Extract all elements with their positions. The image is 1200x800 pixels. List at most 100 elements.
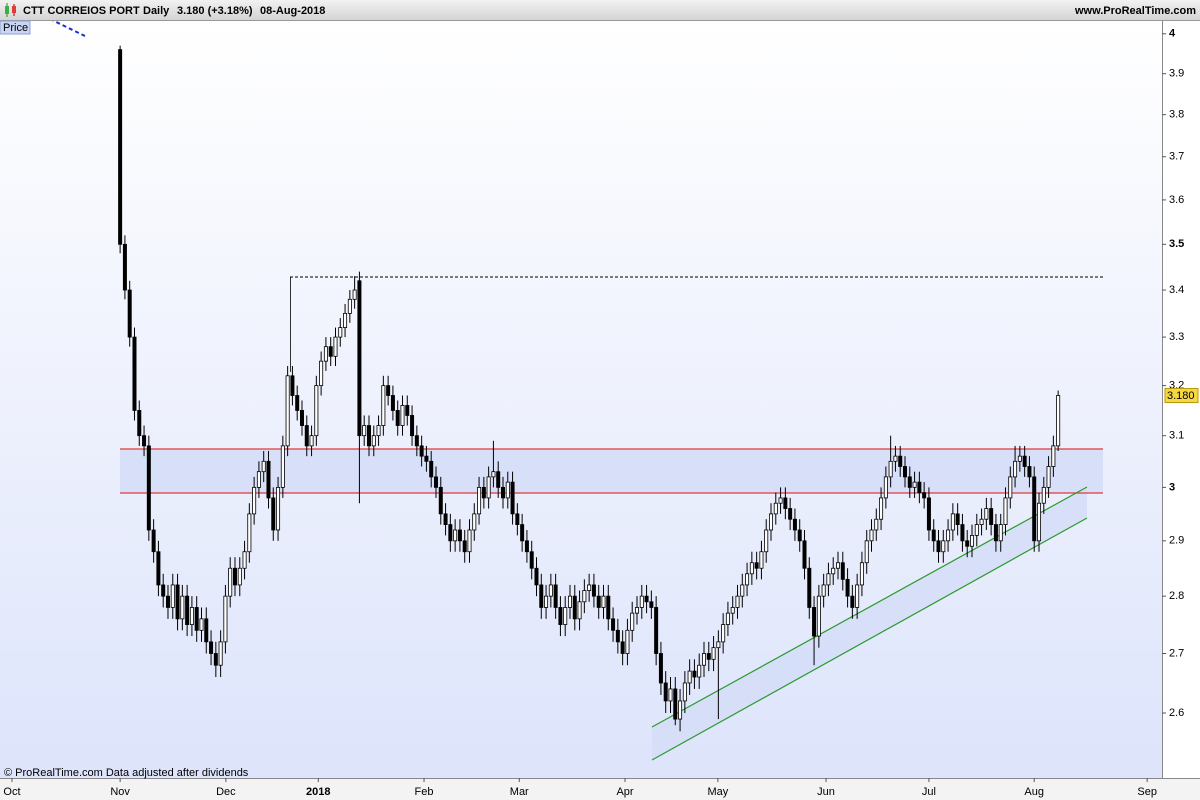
last-price-box bbox=[1164, 388, 1199, 404]
candle-body bbox=[438, 486, 443, 515]
candle-body bbox=[429, 460, 434, 478]
candle-body bbox=[898, 455, 903, 467]
candle-body bbox=[835, 562, 840, 569]
candle-body bbox=[218, 641, 223, 666]
candle-body bbox=[290, 375, 295, 396]
x-tick-label: 2018 bbox=[306, 786, 330, 798]
candle-body bbox=[697, 664, 702, 678]
candle-body bbox=[213, 653, 218, 666]
candle-body bbox=[529, 551, 534, 569]
candle-body bbox=[591, 584, 596, 597]
candle-body bbox=[343, 312, 348, 328]
candle-body bbox=[266, 460, 271, 499]
candle-body bbox=[812, 607, 817, 637]
candle-body bbox=[701, 653, 706, 666]
candle-body bbox=[802, 540, 807, 569]
x-tick-label: May bbox=[707, 786, 728, 798]
candle-body bbox=[725, 612, 730, 625]
y-tick-label: 3.8 bbox=[1169, 109, 1184, 121]
symbol: CTT CORREIOS PORT bbox=[23, 5, 140, 17]
candle-body bbox=[792, 518, 797, 531]
candle-body bbox=[366, 425, 371, 447]
candle-body bbox=[903, 466, 908, 478]
candle-body bbox=[711, 647, 716, 660]
candle-body bbox=[783, 497, 788, 509]
candle-body bbox=[993, 524, 998, 542]
candle-body bbox=[577, 601, 582, 620]
candle-body bbox=[1027, 466, 1032, 478]
y-tick-label: 3.7 bbox=[1169, 151, 1184, 163]
candle-body bbox=[1037, 502, 1042, 542]
candle-body bbox=[453, 529, 458, 542]
candle-body bbox=[232, 567, 237, 586]
candle-body bbox=[965, 540, 970, 547]
candle-body bbox=[400, 405, 405, 426]
y-tick-label: 3.3 bbox=[1169, 331, 1184, 343]
candle-body bbox=[405, 405, 410, 416]
candle-body bbox=[165, 595, 170, 608]
candles bbox=[118, 45, 1061, 732]
candle-body bbox=[687, 670, 692, 684]
last-change: 3.180 (+3.18%) bbox=[177, 5, 253, 17]
candle-body bbox=[376, 425, 381, 437]
candle-body bbox=[1008, 476, 1013, 499]
x-tick-label: Mar bbox=[510, 786, 529, 798]
header-bar bbox=[0, 0, 1200, 20]
candle-body bbox=[821, 584, 826, 597]
candle-body bbox=[319, 360, 324, 387]
candle-body bbox=[462, 540, 467, 553]
symbol-icon bbox=[5, 3, 16, 17]
candle-body bbox=[520, 524, 525, 542]
candle-body bbox=[1003, 497, 1008, 526]
candle-body bbox=[419, 445, 424, 457]
candle-body bbox=[228, 567, 233, 597]
candle-body bbox=[850, 595, 855, 608]
candle-body bbox=[816, 595, 821, 637]
candle-body bbox=[491, 471, 496, 478]
y-label: Price bbox=[3, 22, 28, 34]
candle-body bbox=[831, 567, 836, 575]
y-tick-label: 2.7 bbox=[1169, 647, 1184, 659]
candle-body bbox=[941, 540, 946, 553]
candle-body bbox=[649, 601, 654, 608]
x-axis-background bbox=[0, 778, 1200, 800]
candle-body bbox=[161, 584, 166, 597]
candle-body bbox=[754, 562, 759, 569]
candle-body bbox=[496, 471, 501, 488]
candle-body bbox=[567, 595, 572, 608]
candle-body bbox=[481, 486, 486, 499]
candle-body bbox=[926, 497, 931, 531]
site: www.ProRealTime.com bbox=[1074, 5, 1196, 17]
candle-body bbox=[634, 607, 639, 614]
candle-body bbox=[338, 327, 343, 338]
y-tick-label: 4 bbox=[1169, 28, 1176, 40]
candle-body bbox=[960, 524, 965, 542]
candle-body bbox=[276, 486, 281, 531]
candle-body bbox=[189, 607, 194, 625]
candle-body bbox=[730, 607, 735, 614]
candle-body bbox=[864, 540, 869, 564]
candle-body bbox=[505, 481, 510, 499]
candle-body bbox=[668, 688, 673, 702]
candle-body bbox=[606, 595, 611, 620]
candle-body bbox=[395, 410, 400, 426]
candle-body bbox=[879, 497, 884, 520]
candle-body bbox=[424, 455, 429, 462]
candle-body bbox=[323, 346, 328, 362]
candle-body bbox=[357, 280, 362, 437]
candle-body bbox=[768, 513, 773, 531]
candle-body bbox=[912, 481, 917, 488]
candle-body bbox=[582, 590, 587, 603]
candle-body bbox=[759, 551, 764, 569]
candle-body bbox=[1032, 476, 1037, 542]
candle-body bbox=[874, 518, 879, 531]
candle-body bbox=[596, 595, 601, 608]
channel-lower bbox=[651, 517, 1088, 761]
y-axis: 2.62.72.82.933.13.23.33.43.53.63.73.83.9… bbox=[1162, 28, 1199, 719]
candle-body bbox=[888, 460, 893, 478]
candle-body bbox=[778, 497, 783, 504]
candle-body bbox=[630, 612, 635, 631]
x-tick-label: Aug bbox=[1024, 786, 1044, 798]
candle-body bbox=[998, 524, 1003, 542]
